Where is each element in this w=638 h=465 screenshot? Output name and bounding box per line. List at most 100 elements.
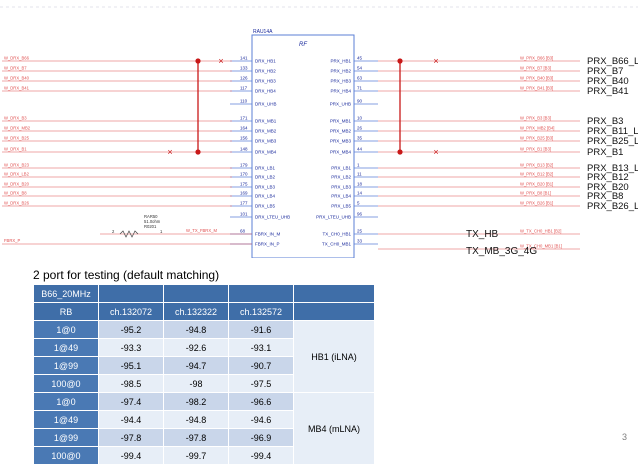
- pin-number: 133: [240, 66, 248, 71]
- pin-name: PRX_MB2: [330, 129, 352, 134]
- value-cell: -93.1: [228, 338, 294, 357]
- pin-name: DRX_MB3: [255, 139, 277, 144]
- value-cell: -98.5: [98, 374, 164, 393]
- pin-name: FBRX_IN_M: [255, 232, 281, 237]
- net-label: W_DRX_B26: [4, 201, 30, 206]
- pin-name: DRX_LB5: [255, 204, 276, 209]
- column-header: ch.132572: [228, 302, 294, 321]
- pin-number: 10: [357, 116, 363, 121]
- band-label: PRX_B8: [587, 191, 623, 202]
- pin-name: TX_CH0_HB1: [322, 232, 351, 237]
- pin-number: 177: [240, 201, 248, 206]
- pin-name: PRX_HB3: [330, 79, 351, 84]
- net-label: W_DRX_B66: [4, 56, 30, 61]
- value-cell: -94.8: [163, 410, 229, 429]
- pin-name: PRX_LB4: [331, 194, 351, 199]
- band-label: PRX_B20: [587, 182, 629, 193]
- net-label: FBRX_P: [4, 238, 20, 243]
- caption-text: 2 port for testing (default matching): [33, 268, 220, 282]
- pin-name: DRX_MB2: [255, 129, 277, 134]
- pin-name: PRX_LB1: [331, 166, 351, 171]
- net-label: W_PRX_B20 [B1]: [520, 182, 553, 187]
- pin-name: DRX_LB4: [255, 194, 276, 199]
- value-cell: -90.7: [228, 356, 294, 375]
- group-label-hb1: HB1 (iLNA): [293, 320, 375, 393]
- value-cell: -94.7: [163, 356, 229, 375]
- value-cell: -99.4: [98, 446, 164, 465]
- value-cell: -97.5: [228, 374, 294, 393]
- net-label: W_PRX_B1 [B3]: [520, 147, 551, 152]
- value-cell: -91.6: [228, 320, 294, 339]
- resistor-ref: RAR50: [144, 214, 158, 219]
- value-cell: -95.2: [98, 320, 164, 339]
- pin-number: 18: [357, 182, 363, 187]
- measurement-table: B66_20MHz RB ch.132072 ch.132322 ch.1325…: [33, 284, 375, 465]
- net-label: W_PRX_B66 [B3]: [520, 56, 553, 61]
- pin-name: FBRX_IN_P: [255, 242, 280, 247]
- pin-name: DRX_MB4: [255, 150, 277, 155]
- pin-number: 11: [357, 172, 362, 177]
- table-row: 1@99 -97.8 -97.8 -96.9: [33, 428, 375, 447]
- table-row: 1@0 -97.4 -98.2 -96.6 MB4 (mLNA): [33, 392, 375, 465]
- band-label: PRX_B66_L: [587, 56, 638, 67]
- pin-number: 110: [240, 99, 248, 104]
- junction-dot: [397, 149, 403, 155]
- value-cell: -94.4: [98, 410, 164, 429]
- net-label: W_DRX_B20: [4, 182, 30, 187]
- pin-number: 169: [240, 191, 248, 196]
- pin-name: PRX_HB1: [330, 59, 351, 64]
- table-title: B66_20MHz: [33, 284, 99, 303]
- rb-cell: 100@0: [33, 374, 99, 393]
- rb-cell: 100@0: [33, 446, 99, 465]
- value-cell: -96.6: [228, 392, 294, 411]
- pin-number: 68: [240, 229, 246, 234]
- group-label-mb4: MB4 (mLNA): [293, 392, 375, 465]
- net-label: W_DRX_B41: [4, 86, 30, 91]
- rb-cell: 1@0: [33, 320, 99, 339]
- pin-number: 54: [357, 66, 363, 71]
- value-cell: -92.6: [163, 338, 229, 357]
- band-label: PRX_B7: [587, 66, 623, 77]
- band-label: PRX_B12: [587, 172, 629, 183]
- rb-cell: 1@49: [33, 410, 99, 429]
- value-cell: -97.8: [163, 428, 229, 447]
- net-label: W_PRX_MB2 [B4]: [520, 126, 554, 131]
- pin-number: 171: [240, 116, 248, 121]
- junction-dot: [195, 149, 201, 155]
- pin-name: PRX_LB3: [331, 185, 351, 190]
- net-label: W_TX_CH0_MB1 [B1]: [520, 244, 562, 249]
- pin-name: PRX_MB1: [330, 119, 352, 124]
- value-cell: -95.1: [98, 356, 164, 375]
- column-header: RB: [33, 302, 99, 321]
- net-label: W_DRX_B23: [4, 163, 30, 168]
- pin-name: PRX_LTEU_UHB: [316, 215, 351, 220]
- column-header: ch.132072: [98, 302, 164, 321]
- pin-number: 164: [240, 126, 248, 131]
- value-cell: -99.7: [163, 446, 229, 465]
- net-label: W_PRX_B7 [B3]: [520, 66, 551, 71]
- pin-number: 45: [357, 56, 363, 61]
- pin-number: 101: [240, 212, 248, 217]
- pin-name: PRX_HB2: [330, 69, 351, 74]
- pin-name: DRX_LB2: [255, 175, 276, 180]
- pin-number: 33: [357, 239, 363, 244]
- pin-number: 156: [240, 136, 248, 141]
- band-label: PRX_B26_L: [587, 201, 638, 212]
- band-label: PRX_B13_L: [587, 163, 638, 174]
- pin-number: 44: [357, 147, 363, 152]
- value-cell: -98.2: [163, 392, 229, 411]
- band-label: PRX_B40: [587, 76, 629, 87]
- column-header: ch.132322: [163, 302, 229, 321]
- no-connect-mark: ×: [218, 56, 223, 66]
- pin-name: DRX_HB2: [255, 69, 276, 74]
- band-label: PRX_B25_L: [587, 136, 638, 147]
- value-cell: -96.9: [228, 428, 294, 447]
- junction-dot: [195, 58, 201, 64]
- pin-number: 1: [357, 163, 360, 168]
- pin-name: PRX_UHB: [330, 102, 351, 107]
- rb-cell: 1@99: [33, 428, 99, 447]
- rb-cell: 1@49: [33, 338, 99, 357]
- ic-label: RF: [299, 42, 307, 48]
- pin-number: 35: [357, 136, 363, 141]
- pin-number: 170: [240, 172, 248, 177]
